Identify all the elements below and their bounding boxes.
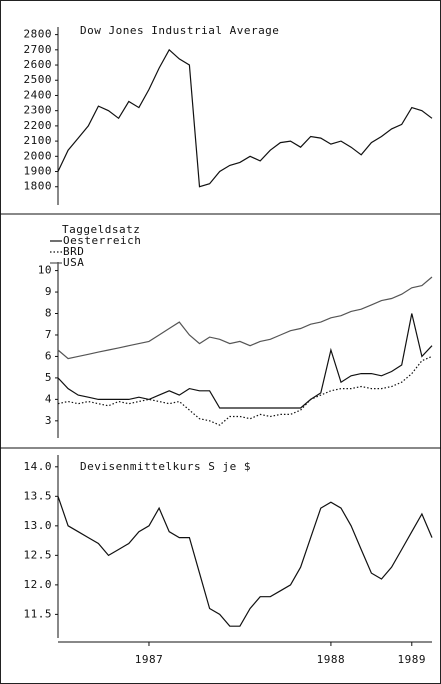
y-tick-label: 4 xyxy=(45,392,52,405)
y-tick-label: 13.5 xyxy=(24,489,53,502)
x-tick-label: 1989 xyxy=(398,653,427,666)
legend-label: USA xyxy=(63,256,84,269)
y-tick-label: 1900 xyxy=(24,165,53,178)
y-tick-label: 2200 xyxy=(24,119,53,132)
y-tick-label: 12.5 xyxy=(24,548,53,561)
series-line xyxy=(57,355,433,426)
legend-label: BRD xyxy=(63,245,84,258)
y-tick-label: 13.0 xyxy=(24,519,53,532)
y-tick-label: 12.0 xyxy=(24,578,53,591)
legend-label: Oesterreich xyxy=(63,234,141,247)
y-tick-label: 2500 xyxy=(24,73,53,86)
y-tick-label: 2300 xyxy=(24,104,53,117)
y-tick-label: 2800 xyxy=(24,28,53,41)
chart-title: Devisenmittelkurs S je $ xyxy=(80,460,251,473)
y-tick-label: 5 xyxy=(45,371,52,384)
y-tick-label: 11.5 xyxy=(24,607,53,620)
y-tick-label: 9 xyxy=(45,285,52,298)
series-line xyxy=(57,313,433,409)
chart-title: Taggeldsatz xyxy=(62,223,140,236)
y-tick-label: 2000 xyxy=(24,149,53,162)
x-tick-label: 1987 xyxy=(135,653,164,666)
y-tick-label: 3 xyxy=(45,414,52,427)
y-tick-label: 6 xyxy=(45,349,52,362)
y-tick-label: 2700 xyxy=(24,43,53,56)
y-tick-label: 14.0 xyxy=(24,460,53,473)
y-tick-label: 7 xyxy=(45,328,52,341)
chart-title: Dow Jones Industrial Average xyxy=(80,24,279,37)
y-tick-label: 8 xyxy=(45,307,52,320)
y-tick-label: 10 xyxy=(38,264,52,277)
series-line xyxy=(57,496,433,627)
series-line xyxy=(57,48,433,188)
y-tick-label: 1800 xyxy=(24,180,53,193)
y-tick-label: 2100 xyxy=(24,134,53,147)
series-line xyxy=(57,276,433,360)
y-tick-label: 2400 xyxy=(24,88,53,101)
x-tick-label: 1988 xyxy=(317,653,346,666)
y-tick-label: 2600 xyxy=(24,58,53,71)
